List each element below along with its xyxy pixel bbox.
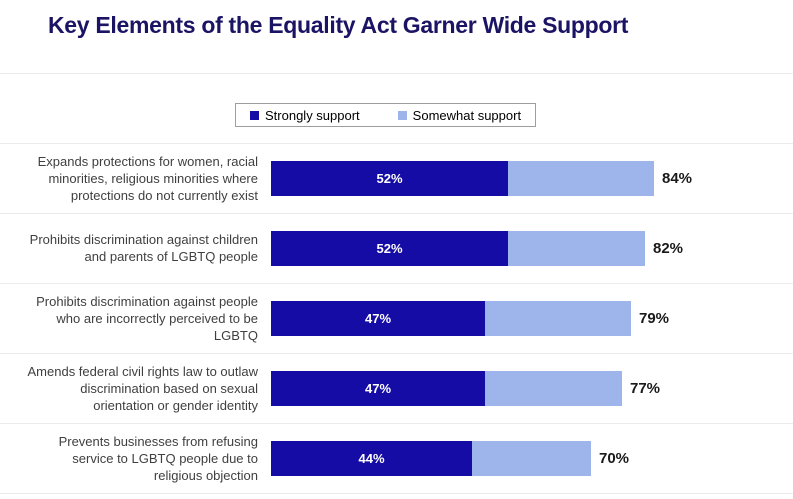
bar-value-label: 52% — [376, 170, 403, 186]
strongly-support-swatch-icon — [250, 110, 259, 120]
bar-segment-strongly-support: 52% — [271, 160, 508, 196]
bar-row-label: Amends federal civil rights law to outla… — [27, 363, 259, 413]
bar-total-label: 77% — [630, 379, 661, 397]
bar-stack: 52% 82% — [271, 230, 684, 266]
legend-item-somewhat-support: Somewhat support — [397, 107, 522, 123]
bar-value-label: 47% — [364, 380, 392, 396]
bar-row-label: Prevents businesses from refusing servic… — [58, 433, 258, 483]
bar-stack: 47% 77% — [271, 370, 661, 406]
bar-stack: 47% 79% — [271, 300, 670, 336]
bar-stack: 44% 70% — [271, 440, 630, 476]
legend-item-strongly-support: Strongly support — [250, 108, 360, 123]
bar-row: Amends federal civil rights law to outla… — [0, 353, 793, 423]
bar-segment-somewhat-support — [472, 440, 591, 476]
bar-value-label: 47% — [364, 310, 392, 326]
bar-segment-strongly-support: 52% — [271, 230, 508, 266]
bar-row: Prohibits discrimination against childre… — [0, 213, 793, 283]
bar-total-label: 84% — [662, 169, 693, 187]
legend-label: Somewhat support — [412, 107, 522, 123]
somewhat-support-swatch-icon — [397, 110, 407, 120]
bar-segment-somewhat-support — [508, 230, 645, 266]
bar-segment-strongly-support: 44% — [271, 440, 472, 476]
stacked-bar-chart: Expands protections for women, racial mi… — [0, 143, 793, 493]
bar-segment-strongly-support: 47% — [271, 370, 485, 406]
bar-total-label: 79% — [639, 309, 670, 327]
bar-value-label: 44% — [358, 450, 385, 466]
bar-segment-somewhat-support — [485, 370, 622, 406]
bar-row-label: Prohibits discrimination against people … — [36, 293, 258, 343]
bar-stack: 52% 84% — [271, 160, 693, 196]
bar-row-label: Prohibits discrimination against childre… — [29, 232, 258, 264]
bar-row: Prevents businesses from refusing servic… — [0, 423, 793, 493]
bar-segment-somewhat-support — [508, 160, 654, 196]
bar-row: Expands protections for women, racial mi… — [0, 143, 793, 213]
legend-label: Strongly support — [265, 107, 360, 123]
chart-legend: Strongly support Somewhat support — [235, 103, 537, 127]
bar-segment-somewhat-support — [485, 300, 631, 336]
bar-total-label: 70% — [599, 449, 630, 467]
page-title: Key Elements of the Equality Act Garner … — [48, 12, 629, 38]
bar-value-label: 52% — [376, 240, 403, 256]
bar-row: Prohibits discrimination against people … — [0, 283, 793, 353]
bar-segment-strongly-support: 47% — [271, 300, 485, 336]
bar-row-label: Expands protections for women, racial mi… — [37, 153, 258, 203]
bar-total-label: 82% — [653, 239, 684, 257]
